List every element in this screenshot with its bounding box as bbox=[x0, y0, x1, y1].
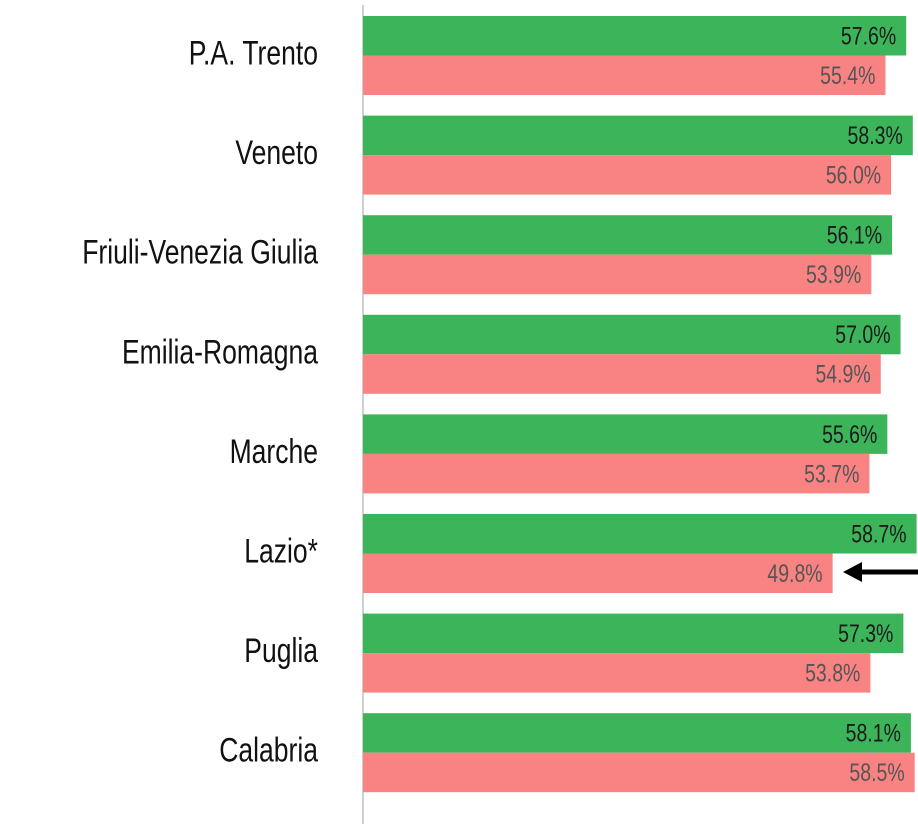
category-label: P.A. Trento bbox=[189, 34, 318, 72]
bar bbox=[363, 453, 870, 494]
bar bbox=[363, 155, 892, 195]
bar bbox=[363, 613, 904, 654]
bar bbox=[363, 553, 833, 593]
bar bbox=[363, 215, 893, 255]
category-label: Emilia-Romagna bbox=[122, 333, 318, 371]
value-label: 58.1% bbox=[846, 719, 901, 747]
bar bbox=[363, 16, 907, 56]
category-label: Puglia bbox=[244, 632, 318, 670]
bar bbox=[363, 752, 915, 793]
bar bbox=[363, 314, 901, 355]
bar bbox=[363, 354, 881, 394]
value-label: 56.0% bbox=[826, 161, 881, 189]
bar bbox=[363, 115, 913, 156]
bar bbox=[363, 414, 888, 454]
value-label: 58.3% bbox=[848, 122, 903, 150]
value-label: 57.6% bbox=[841, 22, 896, 50]
category-label: Marche bbox=[230, 433, 318, 471]
bar bbox=[363, 55, 886, 95]
value-label: 53.7% bbox=[804, 460, 859, 488]
value-label: 53.8% bbox=[805, 659, 860, 687]
value-label: 55.4% bbox=[820, 62, 875, 90]
value-label: 53.9% bbox=[806, 261, 861, 289]
category-label: Veneto bbox=[235, 134, 318, 172]
bar bbox=[363, 653, 871, 693]
value-label: 57.3% bbox=[838, 620, 893, 648]
category-label: Lazio* bbox=[244, 532, 318, 570]
bar bbox=[363, 254, 872, 295]
value-label: 57.0% bbox=[835, 321, 890, 349]
value-label: 58.7% bbox=[851, 520, 906, 548]
annotation-arrow bbox=[843, 562, 918, 582]
bar bbox=[363, 713, 911, 753]
category-label: Calabria bbox=[219, 732, 318, 770]
value-label: 54.9% bbox=[815, 360, 870, 388]
category-label: Friuli-Venezia Giulia bbox=[82, 234, 318, 272]
value-label: 49.8% bbox=[767, 560, 822, 588]
value-label: 56.1% bbox=[827, 221, 882, 249]
value-label: 55.6% bbox=[822, 420, 877, 448]
bar bbox=[363, 514, 917, 554]
value-label: 58.5% bbox=[849, 759, 904, 787]
